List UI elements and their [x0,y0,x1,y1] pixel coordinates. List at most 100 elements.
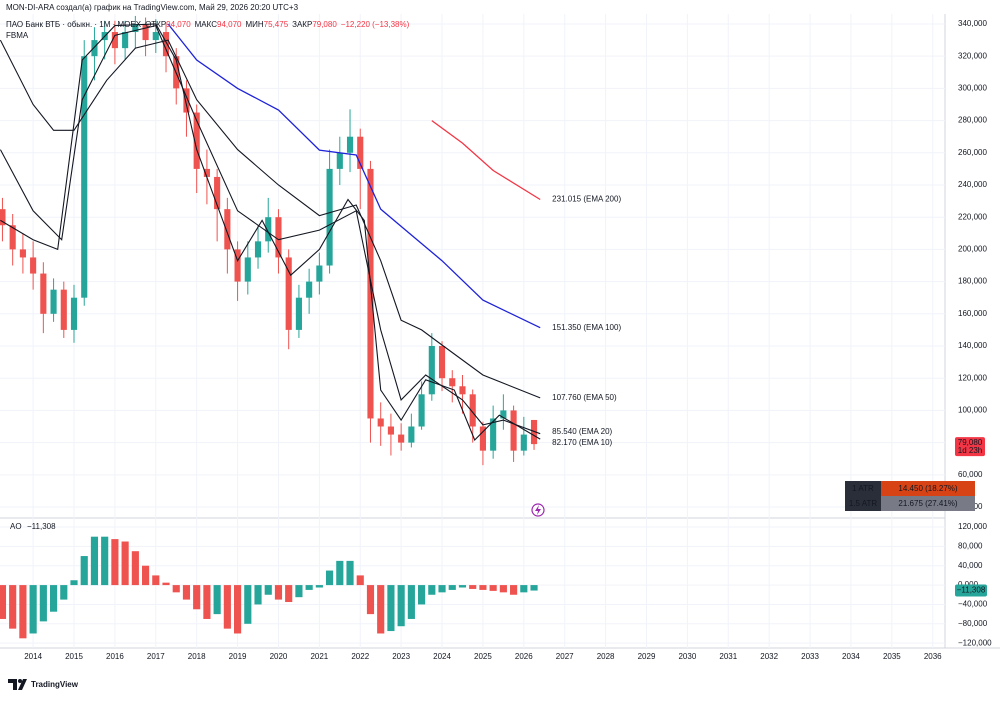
ohlc-value: 79,080 [312,20,337,29]
y-tick-label: 100,000 [958,406,987,415]
candle-body [510,410,517,451]
candle-body [70,297,78,330]
candle-body [234,249,241,282]
y-tick-label: 120,000 [958,522,987,531]
price-tag-countdown: 1d 23h [958,446,982,455]
ao-bar [244,585,252,624]
candle-body [490,418,497,451]
symbol: ПАО Банк ВТБ · обыкн. · 1М · MOEX [6,20,142,29]
x-tick-label: 2023 [392,652,410,661]
ao-bar [448,585,456,590]
x-tick-label: 2018 [188,652,206,661]
y-tick-label: 340,000 [958,19,987,28]
ao-bar [305,585,313,590]
candle-body [0,209,6,226]
ema-label: 82.170 (EMA 10) [552,438,612,447]
candle-body [346,136,354,153]
ao-bar [336,560,344,586]
ao-bar [39,585,47,622]
y-tick-label: 160,000 [958,309,987,318]
candle-body [418,394,425,427]
ao-bar [193,585,201,610]
ao-bar [162,582,170,586]
y-tick-label: 80,000 [958,541,983,550]
candle-body [111,32,118,49]
ao-bar [530,585,538,591]
ohlc-value: 75,475 [264,20,289,29]
ao-bar [172,585,180,593]
candle-body [81,56,88,298]
ao-bar [131,551,139,586]
overlay: MON-DI-ARA создал(а) график на TradingVi… [6,3,992,689]
atr-value-bg [881,496,975,511]
x-tick-label: 2031 [719,652,737,661]
candle-body [295,297,302,330]
ao-bar [274,585,283,600]
y-tick-label: 280,000 [958,116,987,125]
ohlc-label: МИН [245,20,263,29]
ao-bar [49,585,58,612]
ao-bar [520,585,528,593]
symbol-line: ПАО Банк ВТБ · обыкн. · 1М · MOEX ОТКР94,… [6,20,410,29]
ao-bar [438,585,446,593]
ema-label: 85.540 (EMA 20) [552,427,612,436]
atr-name-bg [845,496,881,511]
atr-name-bg [845,481,881,496]
candle-body [244,257,251,282]
candle-body [142,23,149,41]
ema-line [167,23,541,329]
candle-body [224,209,231,250]
candle-body [306,281,313,298]
ema-line [431,120,541,201]
candle-body [479,426,486,451]
price-tag-value: 79,080 [958,438,983,447]
ao-bar [19,585,27,639]
atr-value: 21.675 (27.41%) [898,499,957,508]
brand: TradingView [31,680,79,689]
ao-bar [223,585,231,629]
ohlc-label: ОТКР [145,20,166,29]
ao-bar [101,536,109,586]
x-tick-label: 2032 [760,652,778,661]
candle-body [326,168,333,266]
ao-tag-value: −11,308 [957,586,986,595]
ohlc-label: МАКС [195,20,218,29]
candle-body [377,418,384,427]
atr-value: 14.450 (18.27%) [898,484,957,493]
y-tick-label: 240,000 [958,180,987,189]
candle-body [183,88,190,113]
candle-body [9,225,16,250]
ao-bar [80,556,88,586]
y-tick-label: 220,000 [958,212,987,221]
ao-bar [326,570,334,586]
candle-body [275,217,282,258]
candle-body [152,32,159,41]
x-tick-label: 2017 [147,652,165,661]
ao-bar [346,560,354,586]
indicator-label: FBMA [6,31,29,40]
ao-value: −11,308 [27,522,56,531]
ema-label: 151.350 (EMA 100) [552,323,621,332]
ema-line [0,24,541,435]
candle-body [40,273,47,314]
ema-line [0,23,541,441]
ao-bar [60,585,68,600]
candle-body [428,346,435,395]
y-tick-label: −120,000 [958,638,992,647]
ema-label: 231.015 (EMA 200) [552,195,621,204]
candle-body [387,426,394,435]
candle-body [316,265,323,282]
x-tick-label: 2025 [474,652,492,661]
grid [0,14,945,648]
ohlc-label: ЗАКР [292,20,312,29]
candle-body [459,386,466,395]
candle-body [162,32,170,57]
ao-bar [203,585,211,619]
ao-bar [489,585,497,591]
alert-icon[interactable] [531,503,545,517]
ao-bar [479,585,487,590]
candle-body [132,23,139,33]
atr-name: 1 ATR [852,484,874,493]
ao-bar [366,585,375,615]
